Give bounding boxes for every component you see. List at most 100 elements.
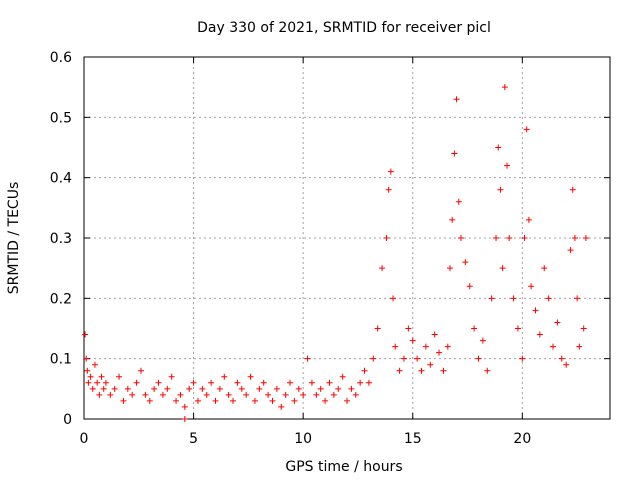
- data-point: [84, 367, 91, 374]
- data-point: [164, 385, 171, 392]
- data-point: [146, 397, 153, 404]
- data-point: [100, 385, 107, 392]
- data-point: [510, 295, 517, 302]
- data-point: [440, 367, 447, 374]
- data-point: [133, 379, 140, 386]
- data-point: [574, 295, 581, 302]
- data-points: [82, 84, 589, 422]
- data-point: [107, 391, 114, 398]
- data-point: [536, 331, 543, 338]
- data-point: [514, 325, 521, 332]
- data-point: [212, 397, 219, 404]
- data-point: [390, 295, 397, 302]
- data-point: [155, 379, 162, 386]
- data-point: [532, 307, 539, 314]
- data-point: [159, 391, 166, 398]
- data-point: [501, 84, 508, 91]
- data-point: [87, 373, 94, 380]
- data-point: [313, 391, 320, 398]
- data-point: [186, 385, 193, 392]
- data-point: [558, 355, 565, 362]
- data-point: [567, 247, 574, 254]
- data-point: [300, 391, 307, 398]
- data-point: [370, 355, 377, 362]
- data-point: [431, 331, 438, 338]
- data-point: [291, 397, 298, 404]
- data-point: [365, 379, 372, 386]
- data-point: [462, 259, 469, 266]
- data-point: [278, 403, 285, 410]
- data-point: [151, 385, 158, 392]
- data-point: [451, 150, 458, 157]
- data-point: [447, 265, 454, 272]
- data-point: [453, 96, 460, 103]
- data-point: [230, 397, 237, 404]
- data-point: [503, 162, 510, 169]
- data-point: [208, 379, 215, 386]
- data-point: [444, 343, 451, 350]
- data-point: [137, 367, 144, 374]
- data-point: [379, 265, 386, 272]
- data-point: [216, 385, 223, 392]
- data-point: [422, 343, 429, 350]
- data-point: [569, 186, 576, 193]
- data-point: [576, 343, 583, 350]
- data-point: [506, 235, 513, 241]
- data-point: [282, 391, 289, 398]
- data-point: [83, 355, 90, 362]
- data-point: [251, 397, 258, 404]
- data-point: [265, 391, 272, 398]
- data-point: [238, 385, 245, 392]
- chart-title: Day 330 of 2021, SRMTID for receiver pic…: [197, 20, 491, 36]
- data-point: [471, 325, 478, 332]
- data-point: [111, 385, 118, 392]
- data-point: [479, 337, 486, 344]
- data-point: [317, 385, 324, 392]
- data-point: [387, 168, 394, 175]
- data-point: [82, 331, 89, 338]
- data-point: [427, 361, 434, 368]
- data-point: [400, 355, 407, 362]
- data-point: [129, 391, 136, 398]
- data-point: [102, 379, 109, 386]
- data-point: [396, 367, 403, 374]
- data-point: [436, 349, 443, 356]
- data-point: [361, 367, 368, 374]
- data-point: [550, 343, 557, 350]
- data-point: [357, 379, 364, 386]
- data-point: [383, 235, 390, 241]
- data-point: [173, 397, 180, 404]
- data-point: [221, 373, 228, 380]
- data-point: [523, 126, 530, 133]
- data-point: [344, 397, 350, 404]
- y-tick-label: 0.4: [50, 171, 72, 187]
- x-tick-label: 20: [513, 431, 531, 447]
- grid-lines: [83, 56, 610, 420]
- data-point: [554, 319, 561, 326]
- y-tick-label: 0.1: [50, 352, 72, 368]
- data-point: [177, 391, 184, 398]
- data-point: [273, 385, 280, 392]
- data-point: [484, 367, 491, 374]
- data-point: [488, 295, 495, 302]
- data-point: [304, 355, 311, 362]
- data-point: [225, 391, 232, 398]
- data-point: [541, 265, 548, 272]
- data-point: [455, 198, 462, 205]
- x-tick-label: 0: [80, 431, 89, 447]
- data-point: [98, 373, 105, 380]
- data-point: [322, 397, 329, 404]
- plot-area-frame: [83, 56, 611, 420]
- data-point: [545, 295, 552, 302]
- data-point: [89, 385, 96, 392]
- data-point: [91, 361, 98, 368]
- data-point: [234, 379, 241, 386]
- data-point: [418, 367, 425, 374]
- data-point: [181, 403, 188, 410]
- x-axis-label: GPS time / hours: [285, 459, 402, 475]
- y-tick-label: 0.2: [50, 291, 72, 307]
- data-point: [124, 385, 131, 392]
- data-point: [457, 235, 464, 241]
- data-point: [199, 385, 206, 392]
- data-point: [466, 283, 473, 290]
